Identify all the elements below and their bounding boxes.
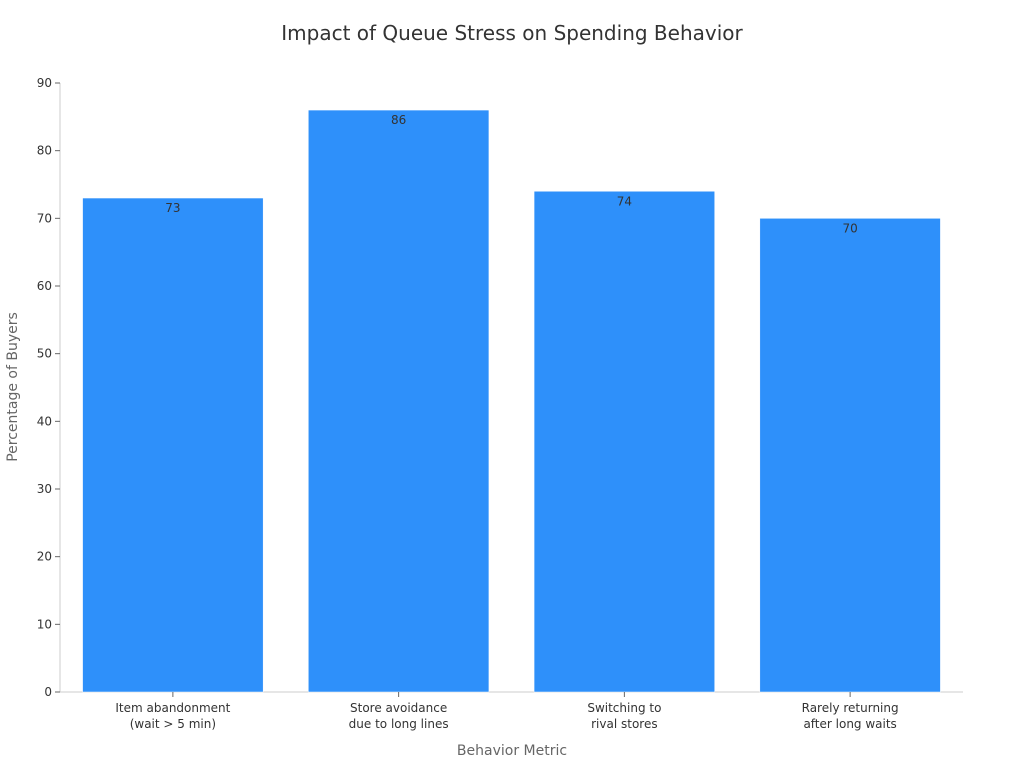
y-tick-label: 60: [37, 279, 52, 293]
data-labels-group: 73 86 74 70: [165, 113, 858, 235]
y-tick-label: 0: [44, 685, 52, 699]
y-tick-label: 20: [37, 550, 52, 564]
bar-value-label: 70: [842, 221, 857, 235]
x-tick-label-line: rival stores: [591, 717, 657, 731]
bar[interactable]: [759, 218, 941, 693]
bar-value-label: 73: [165, 201, 180, 215]
y-tick-label: 50: [37, 347, 52, 361]
x-tick-label-line: after long waits: [803, 717, 896, 731]
bar[interactable]: [308, 109, 490, 693]
x-tick-labels-group: Item abandonment (wait > 5 min) Store avoi…: [115, 692, 899, 731]
x-tick-label-line: Switching to: [587, 701, 661, 715]
x-tick-label: Switching to rival stores: [587, 701, 661, 731]
y-tick-label: 40: [37, 414, 52, 428]
chart-title: Impact of Queue Stress on Spending Behav…: [281, 21, 743, 45]
y-tick-label: 70: [37, 211, 52, 225]
y-tick-label: 90: [37, 76, 52, 90]
x-axis-title: Behavior Metric: [457, 743, 567, 759]
bar-value-label: 86: [391, 113, 406, 127]
x-tick-label-line: due to long lines: [349, 717, 449, 731]
bar-value-label: 74: [617, 194, 632, 208]
x-tick-label: Item abandonment (wait > 5 min): [115, 701, 230, 731]
y-tick-label: 80: [37, 144, 52, 158]
x-tick-label-line: (wait > 5 min): [130, 717, 216, 731]
y-tick-label: 10: [37, 617, 52, 631]
x-tick-label-line: Store avoidance: [350, 701, 447, 715]
y-ticks-group: 0 10 20 30 40 50 60 70 80 90: [37, 76, 60, 699]
y-tick-label: 30: [37, 482, 52, 496]
bar[interactable]: [533, 191, 715, 693]
bar[interactable]: [82, 197, 264, 693]
x-tick-label-line: Rarely returning: [802, 701, 899, 715]
x-tick-label: Store avoidance due to long lines: [349, 701, 449, 731]
x-tick-label-line: Item abandonment: [115, 701, 230, 715]
bars-group: [82, 109, 941, 693]
x-tick-label: Rarely returning after long waits: [802, 701, 899, 731]
y-axis-title: Percentage of Buyers: [5, 312, 21, 462]
